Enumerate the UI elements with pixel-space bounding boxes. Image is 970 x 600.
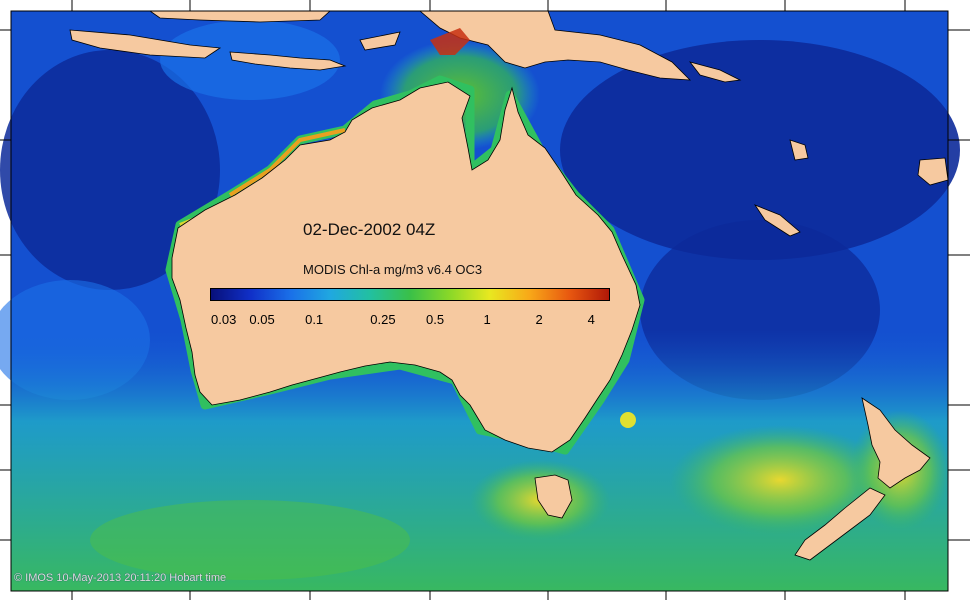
colorbar-tick-label: 0.25 (370, 312, 396, 327)
lesser-sunda-islands (229, 51, 347, 71)
colorbar-tick-label: 1 (483, 312, 491, 327)
timor-landmass (359, 31, 401, 51)
java-landmass (69, 29, 222, 59)
colorbar-tick-label: 0.1 (305, 312, 324, 327)
nz-south-island (794, 487, 886, 561)
colorbar (210, 288, 610, 301)
map-border (10, 10, 949, 592)
tasman-bloom (670, 425, 890, 535)
coral-sea-deep (560, 40, 960, 260)
kimberley-coast-bloom (228, 128, 346, 197)
colorbar-tick-label: 0.03 (211, 312, 237, 327)
colorbar-tick-label: 2 (535, 312, 543, 327)
product-label: MODIS Chl-a mg/m3 v6.4 OC3 (303, 262, 483, 277)
tasmania-landmass (534, 474, 573, 519)
vanuatu-islands (789, 139, 809, 161)
new-guinea-bloom (430, 28, 470, 55)
colorbar-tick-label: 4 (587, 312, 595, 327)
new-guinea-landmass (418, 10, 692, 81)
colorbar-tick-label: 0.05 (249, 312, 275, 327)
indian-ocean-deep (0, 50, 220, 290)
australia-landmass (171, 81, 641, 453)
southern-green-band (90, 500, 410, 580)
nz-north-island (861, 397, 931, 489)
bloom-spot (620, 412, 636, 428)
new-caledonia (753, 204, 801, 237)
colorbar-tick-label: 0.5 (425, 312, 445, 327)
date-label: 02-Dec-2002 04Z (303, 220, 436, 239)
fiji-islands (917, 157, 949, 186)
solomon-islands (688, 61, 742, 83)
credit-text: © IMOS 10-May-2013 20:11:20 Hobart time (14, 572, 227, 584)
